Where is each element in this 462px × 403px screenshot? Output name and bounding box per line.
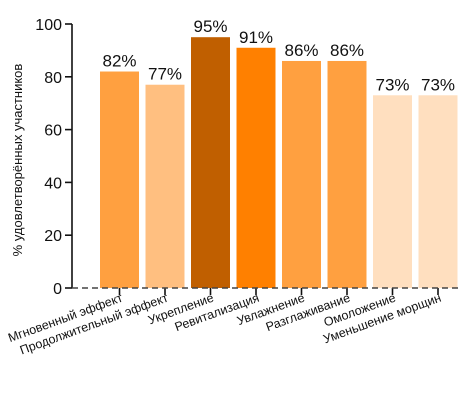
- data-label: 77%: [148, 65, 182, 84]
- data-labels-group: 82% 77% 95% 91% 86% 86% 73% 73%: [102, 17, 455, 94]
- bar: [373, 95, 412, 288]
- bar: [282, 60, 321, 289]
- data-label: 73%: [375, 75, 409, 94]
- bar: [418, 95, 458, 288]
- bar: [236, 47, 276, 289]
- y-axis-label: % удовлетворённых участников: [10, 64, 25, 257]
- data-label: 91%: [239, 28, 273, 47]
- bar: [145, 84, 185, 288]
- y-tick-label: 60: [44, 123, 62, 140]
- bars-group: [100, 37, 458, 289]
- bar: [191, 37, 230, 289]
- bar: [327, 60, 367, 289]
- bar: [100, 71, 139, 289]
- data-label: 86%: [284, 41, 318, 60]
- y-tick-label: 100: [35, 17, 62, 34]
- data-label: 95%: [193, 17, 227, 36]
- data-label: 82%: [102, 52, 136, 71]
- data-label: 73%: [421, 75, 455, 94]
- y-tick-label: 0: [53, 281, 62, 298]
- y-axis: 0 20 40 60 80 100: [35, 17, 73, 298]
- data-label: 86%: [330, 41, 364, 60]
- y-tick-label: 80: [44, 70, 62, 87]
- y-tick-label: 20: [44, 228, 62, 245]
- y-tick-label: 40: [44, 175, 62, 192]
